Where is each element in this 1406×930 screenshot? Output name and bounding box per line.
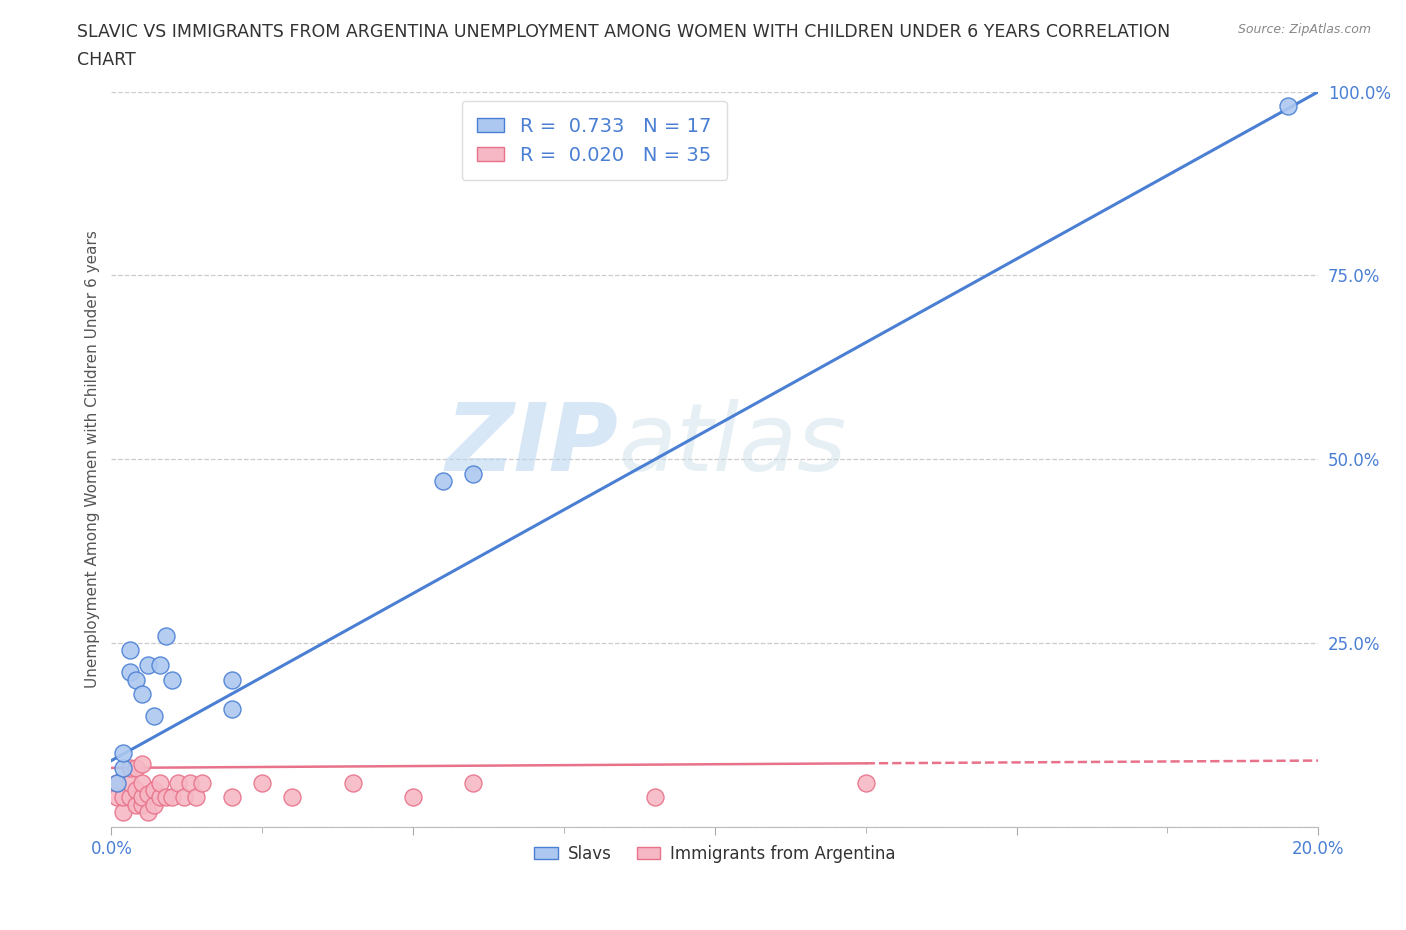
- Point: [112, 746, 135, 761]
- Point: [149, 790, 172, 804]
- Point: [191, 776, 214, 790]
- Point: [136, 786, 159, 801]
- Point: [118, 643, 141, 658]
- Point: [118, 665, 141, 680]
- Point: [136, 658, 159, 672]
- Point: [179, 776, 201, 790]
- Text: Source: ZipAtlas.com: Source: ZipAtlas.com: [1237, 23, 1371, 36]
- Text: CHART: CHART: [77, 51, 136, 69]
- Point: [118, 761, 141, 776]
- Point: [402, 790, 425, 804]
- Point: [118, 790, 141, 804]
- Point: [463, 776, 485, 790]
- Point: [342, 776, 364, 790]
- Point: [252, 776, 274, 790]
- Point: [281, 790, 304, 804]
- Point: [432, 474, 454, 489]
- Point: [131, 757, 153, 772]
- Point: [131, 790, 153, 804]
- Point: [124, 797, 146, 812]
- Y-axis label: Unemployment Among Women with Children Under 6 years: Unemployment Among Women with Children U…: [86, 231, 100, 688]
- Point: [1277, 99, 1299, 113]
- Point: [184, 790, 207, 804]
- Point: [149, 658, 172, 672]
- Text: atlas: atlas: [619, 399, 846, 490]
- Text: SLAVIC VS IMMIGRANTS FROM ARGENTINA UNEMPLOYMENT AMONG WOMEN WITH CHILDREN UNDER: SLAVIC VS IMMIGRANTS FROM ARGENTINA UNEM…: [77, 23, 1171, 41]
- Point: [142, 782, 165, 797]
- Point: [173, 790, 195, 804]
- Point: [124, 761, 146, 776]
- Point: [118, 776, 141, 790]
- Point: [155, 628, 177, 643]
- Point: [131, 797, 153, 812]
- Point: [112, 790, 135, 804]
- Point: [107, 790, 129, 804]
- Point: [124, 782, 146, 797]
- Point: [149, 776, 172, 790]
- Point: [142, 797, 165, 812]
- Point: [463, 467, 485, 482]
- Point: [124, 672, 146, 687]
- Point: [221, 701, 243, 716]
- Text: ZIP: ZIP: [446, 399, 619, 490]
- Legend: Slavs, Immigrants from Argentina: Slavs, Immigrants from Argentina: [527, 839, 903, 870]
- Point: [131, 687, 153, 702]
- Point: [221, 790, 243, 804]
- Point: [644, 790, 666, 804]
- Point: [155, 790, 177, 804]
- Point: [160, 672, 183, 687]
- Point: [142, 709, 165, 724]
- Point: [107, 776, 129, 790]
- Point: [112, 761, 135, 776]
- Point: [160, 790, 183, 804]
- Point: [112, 804, 135, 819]
- Point: [855, 776, 877, 790]
- Point: [136, 804, 159, 819]
- Point: [166, 776, 188, 790]
- Point: [107, 776, 129, 790]
- Point: [221, 672, 243, 687]
- Point: [131, 776, 153, 790]
